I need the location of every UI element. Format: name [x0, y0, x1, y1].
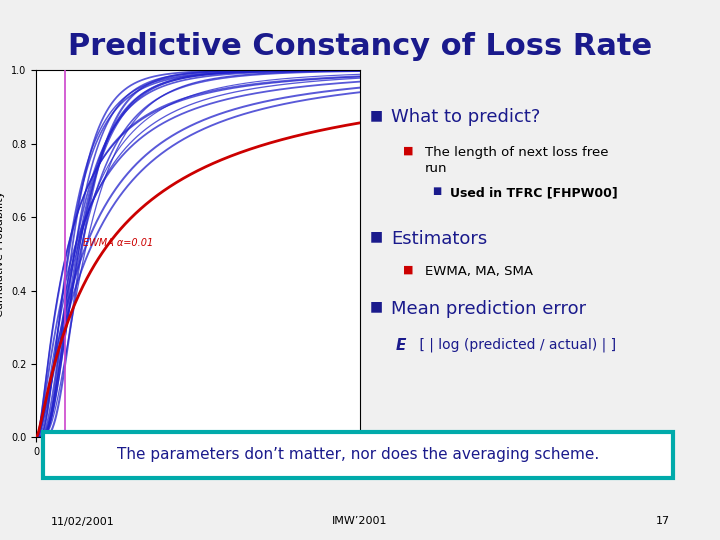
Text: Used in TFRC [FHPW00]: Used in TFRC [FHPW00]: [450, 186, 618, 199]
Text: EWMA, MA, SMA: EWMA, MA, SMA: [425, 265, 533, 278]
Text: IMW’2001: IMW’2001: [332, 516, 388, 526]
Text: Mean prediction error: Mean prediction error: [391, 300, 586, 318]
Text: 11/02/2001: 11/02/2001: [50, 516, 114, 526]
Text: The length of next loss free
run: The length of next loss free run: [425, 146, 608, 175]
Text: E: E: [396, 338, 406, 353]
X-axis label: Mean Prediction Error: Mean Prediction Error: [138, 463, 258, 472]
Text: [ | log (predicted / actual) | ]: [ | log (predicted / actual) | ]: [415, 338, 616, 352]
Text: 17: 17: [655, 516, 670, 526]
Text: ■: ■: [369, 230, 382, 244]
FancyBboxPatch shape: [43, 432, 673, 478]
Text: ■: ■: [403, 146, 414, 156]
Text: ■: ■: [369, 300, 382, 314]
Text: Predictive Constancy of Loss Rate: Predictive Constancy of Loss Rate: [68, 32, 652, 62]
Text: EWMA α=0.01: EWMA α=0.01: [83, 239, 153, 248]
Text: ■: ■: [403, 265, 414, 275]
Text: Estimators: Estimators: [391, 230, 487, 247]
Text: ■: ■: [369, 108, 382, 122]
Y-axis label: Cumulative Probability: Cumulative Probability: [0, 191, 5, 317]
Text: The parameters don’t matter, nor does the averaging scheme.: The parameters don’t matter, nor does th…: [117, 448, 599, 462]
Text: ■: ■: [432, 186, 441, 197]
Text: What to predict?: What to predict?: [391, 108, 540, 126]
